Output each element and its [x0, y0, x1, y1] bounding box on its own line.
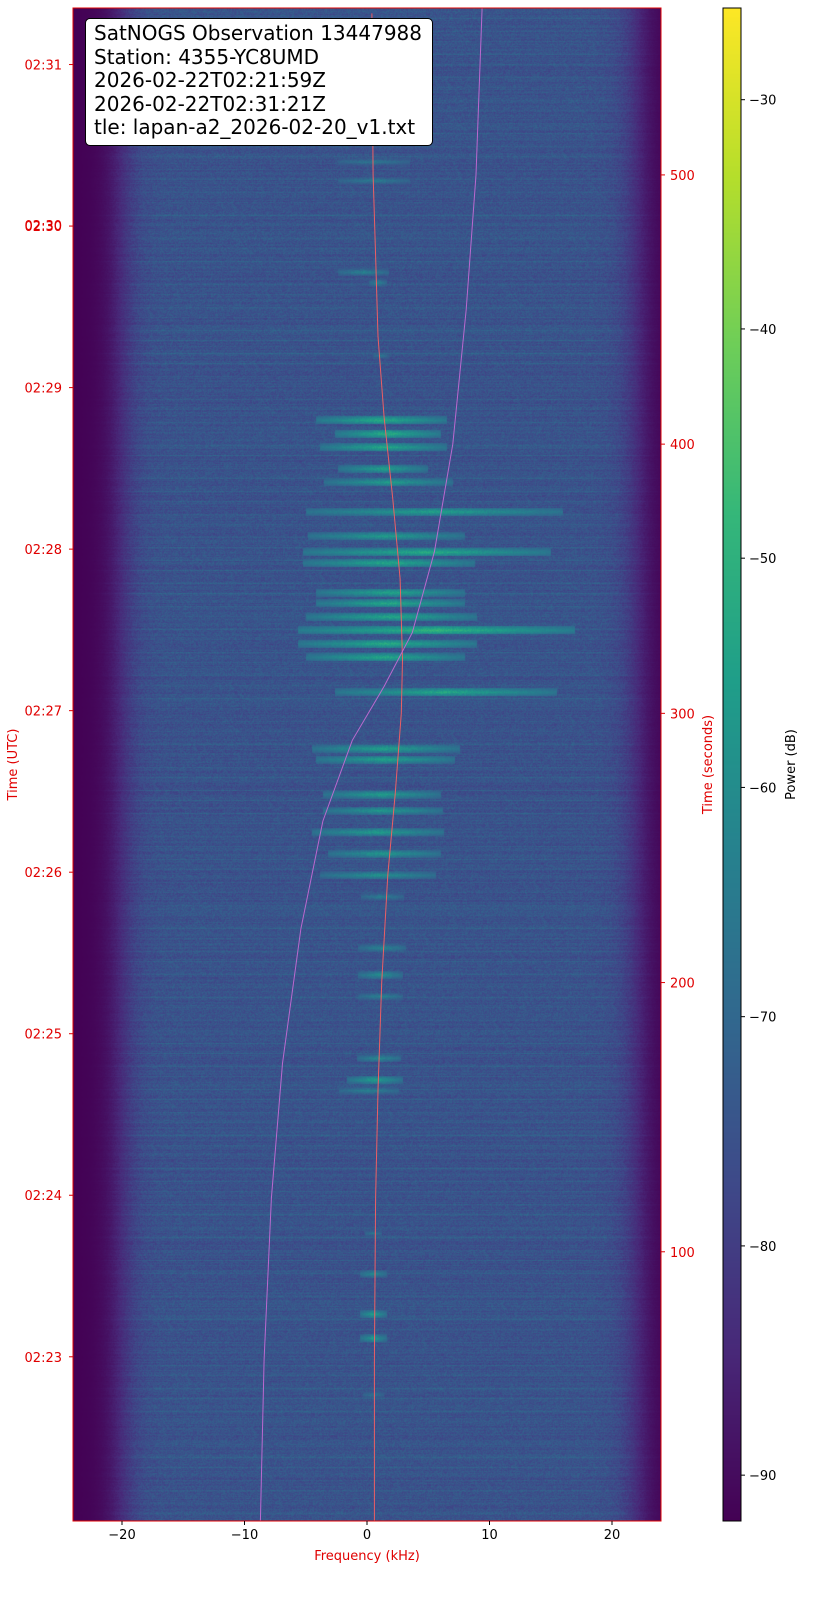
- doppler-track-2: [259, 7, 483, 1522]
- utc-tick-label: 02:31: [25, 59, 62, 74]
- seconds-tick-label: 200: [670, 977, 695, 992]
- spectrogram-area: [72, 7, 662, 1522]
- spectrogram-heatmap: [73, 8, 661, 1521]
- colorbar-tick-label: −80: [749, 1240, 776, 1255]
- colorbar-tick-label: −40: [749, 323, 776, 338]
- utc-tick-label: 02:30: [25, 220, 62, 235]
- seconds-tick-label: 300: [670, 707, 695, 722]
- utc-tick-label: 02:25: [25, 1028, 62, 1043]
- x-tick-label: 20: [604, 1528, 621, 1543]
- station-line: Station: 4355-YC8UMD: [94, 44, 320, 69]
- seconds-tick-label: 100: [670, 1246, 695, 1261]
- colorbar-ticks: −30 −40 −50 −60 −70 −80 −90: [741, 94, 776, 1484]
- utc-tick-label: 02:29: [25, 382, 62, 397]
- colorbar-gradient: [723, 8, 741, 1521]
- frequency-axis: −20 −10 0 10 20: [108, 1521, 620, 1543]
- utc-tick-label: 02:27: [25, 705, 62, 720]
- y-axis-label-left: Time (UTC): [6, 729, 21, 802]
- colorbar-frame: [722, 7, 742, 1522]
- y-axis-label-right: Time (seconds): [701, 715, 716, 815]
- x-tick-label: 0: [363, 1528, 371, 1543]
- x-axis-label: Frequency (kHz): [314, 1549, 420, 1564]
- utc-time-axis: 02:23 02:24 02:25 02:26 02:27 02:28 02:29 02:30…: [25, 59, 73, 1366]
- colorbar-tick-label: −70: [749, 1011, 776, 1026]
- seconds-time-axis: 100 200 300 400 500: [661, 169, 695, 1261]
- colorbar-tick-label: −90: [749, 1469, 776, 1484]
- x-tick-label: 10: [481, 1528, 498, 1543]
- colorbar-tick-label: −60: [749, 781, 776, 796]
- observation-title: SatNOGS Observation 13447988: [94, 21, 422, 45]
- start-time-line: 2026-02-22T02:21:59Z: [94, 68, 326, 92]
- colorbar-tick-label: −50: [749, 552, 776, 567]
- seconds-tick-label: 400: [670, 438, 695, 453]
- colorbar-tick-label: −30: [749, 94, 776, 109]
- utc-tick-label: 02:28: [25, 543, 62, 558]
- doppler-track-1: [371, 13, 404, 1521]
- utc-tick-label: 02:24: [25, 1189, 62, 1204]
- x-tick-label: −20: [108, 1528, 135, 1543]
- seconds-tick-label: 500: [670, 169, 695, 184]
- end-time-line: 2026-02-22T02:31:21Z: [94, 91, 326, 116]
- colorbar-label: Power (dB): [784, 729, 799, 800]
- x-tick-label: −10: [231, 1528, 258, 1543]
- doppler-track-layer: [259, 7, 483, 1522]
- utc-tick-label: 02:23: [25, 1351, 62, 1366]
- colorbar: −30 −40 −50 −60 −70 −80 −90 Power (dB): [722, 7, 799, 1522]
- utc-tick-label: 02:30: [25, 219, 62, 234]
- tle-line: tle: lapan-a2_2026-02-20_v1.txt: [94, 115, 416, 139]
- utc-tick-label: 02:26: [25, 866, 62, 881]
- observation-info-box: SatNOGS Observation 13447988 Station: 43…: [85, 18, 433, 146]
